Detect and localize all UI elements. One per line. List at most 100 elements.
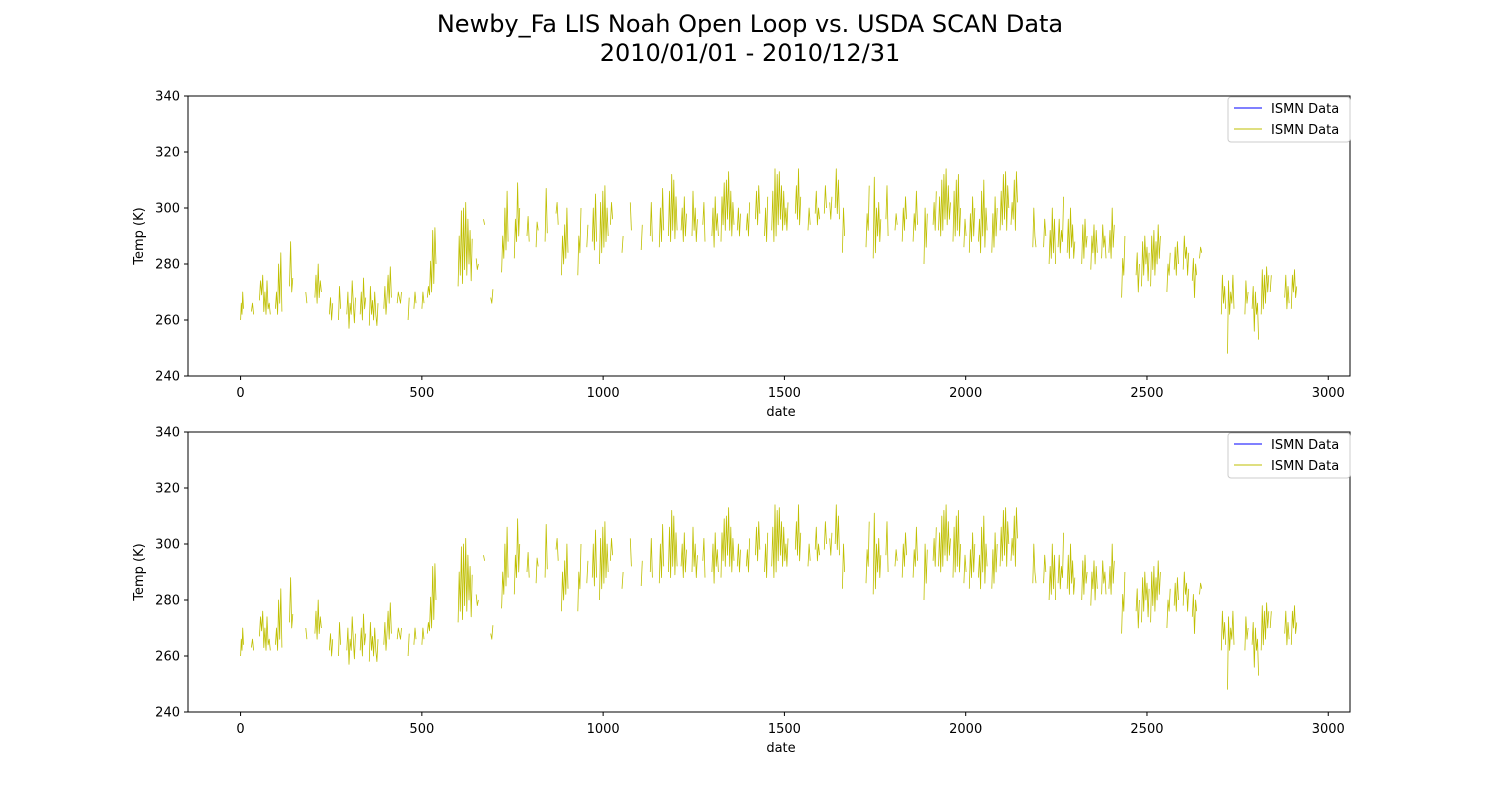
y-tick-label: 240 xyxy=(155,706,180,721)
series-2-segment xyxy=(1290,605,1298,645)
series-2-segment xyxy=(1251,622,1259,676)
series-2-segment xyxy=(1284,610,1290,646)
series-2-segment xyxy=(999,507,1010,567)
series-2-segment xyxy=(383,266,392,315)
y-tick-label: 260 xyxy=(155,650,180,665)
series-2-segment xyxy=(1220,274,1226,315)
x-axis-label: date xyxy=(766,741,795,756)
series-2-segment xyxy=(702,201,706,242)
series-2-segment xyxy=(834,504,840,556)
x-tick-label: 2500 xyxy=(1130,722,1163,737)
series-2-segment xyxy=(978,179,988,254)
series-2-segment xyxy=(658,187,665,248)
series-2-segment xyxy=(865,521,870,584)
series-2-segment xyxy=(368,285,379,327)
series-2-segment xyxy=(421,291,425,309)
x-tick-label: 2000 xyxy=(949,722,982,737)
x-tick-label: 500 xyxy=(409,722,434,737)
series-2-segment xyxy=(555,201,559,225)
series-2-segment xyxy=(649,201,653,242)
series-2-segment xyxy=(346,616,356,665)
y-tick-label: 320 xyxy=(155,146,180,161)
figure-title-line-1: Newby_Fa LIS Noah Open Loop vs. USDA SCA… xyxy=(436,10,1064,38)
series-2-segment xyxy=(764,532,769,578)
series-2-segment xyxy=(413,291,417,309)
series-2-segment xyxy=(457,538,473,623)
series-2-segment xyxy=(764,196,769,243)
series-2-segment xyxy=(680,532,687,578)
series-2-segment xyxy=(745,538,750,573)
series-2-segment xyxy=(544,187,548,242)
series-2-segment xyxy=(1057,532,1064,590)
x-tick-label: 3000 xyxy=(1312,722,1345,737)
x-tick-label: 1500 xyxy=(768,386,801,401)
x-tick-label: 2500 xyxy=(1130,386,1163,401)
series-2-segment xyxy=(1121,235,1126,298)
series-2-segment xyxy=(586,560,589,584)
series-2-segment xyxy=(329,297,334,321)
series-2-segment xyxy=(1090,560,1098,606)
series-2-segment xyxy=(329,633,334,657)
series-2-segment xyxy=(999,171,1010,231)
series-2-segment xyxy=(275,252,283,315)
series-2-segment xyxy=(736,543,741,573)
series-2-segment xyxy=(475,594,479,606)
chart-panel-1: 0 500 1000 1500 2000 2500 3000 240 260 280 300 320 3… xyxy=(132,90,1351,420)
series-2-segment xyxy=(1182,235,1190,276)
series-2-segment xyxy=(535,221,539,248)
series-2-segment xyxy=(1101,224,1107,259)
series-2-segment xyxy=(251,638,254,651)
series-2-segment xyxy=(842,207,845,253)
y-tick-label: 300 xyxy=(155,202,180,217)
series-2-segment xyxy=(720,507,735,578)
series-2-segment xyxy=(829,196,833,220)
series-2-segment xyxy=(513,182,521,259)
series-2-segment xyxy=(1284,274,1290,310)
figure-title-line-2: 2010/01/01 - 2010/12/31 xyxy=(599,39,901,67)
series-2-segment xyxy=(912,190,918,242)
axes-frame xyxy=(187,95,1351,377)
series-2-segment xyxy=(396,291,402,304)
series-2-segment xyxy=(610,201,613,225)
series-2-segment xyxy=(901,532,907,578)
legend-label: ISMN Data xyxy=(1271,123,1339,138)
series-2-segment xyxy=(872,176,882,259)
series-2-segment xyxy=(314,599,322,640)
series-2-segment xyxy=(771,168,789,243)
series-2-segment xyxy=(755,185,761,226)
series-2-segment xyxy=(610,538,613,561)
series-2-segment xyxy=(968,196,976,253)
series-2-segment xyxy=(289,241,294,293)
series-2-segment xyxy=(842,543,845,589)
series-2-segment xyxy=(885,185,889,237)
series-2-segment xyxy=(794,168,802,226)
series-2-segment xyxy=(275,588,283,651)
series-2-segment xyxy=(1260,266,1270,315)
series-2-segment xyxy=(1269,275,1272,293)
series-2-segment xyxy=(526,215,530,242)
series-2-segment xyxy=(426,227,437,298)
series-2-segment xyxy=(1043,218,1047,248)
series-2-segment xyxy=(501,526,509,609)
series-2-segment xyxy=(823,521,827,550)
series-2-segment xyxy=(599,521,609,601)
y-tick-label: 340 xyxy=(155,426,180,441)
series-2-segment xyxy=(289,577,294,629)
series-2-segment xyxy=(711,532,719,584)
series-2-segment xyxy=(555,538,559,561)
series-2-segment xyxy=(535,557,539,584)
series-2-segment xyxy=(702,538,706,578)
series-2-segment xyxy=(577,543,582,612)
series-2-segment xyxy=(968,532,976,589)
legend: ISMN Data ISMN Data xyxy=(1227,96,1351,143)
chart-panel-2: 0 500 1000 1500 2000 2500 3000 240 260 280 300 320 3… xyxy=(132,426,1351,756)
series-2-segment xyxy=(1135,588,1140,629)
series-2-segment xyxy=(865,185,870,248)
series-2-segment xyxy=(259,274,271,315)
series-2-segment xyxy=(1135,252,1140,293)
series-2-segment xyxy=(952,509,961,578)
series-2-segment xyxy=(1182,571,1190,612)
series-2-segment xyxy=(1199,582,1203,595)
x-tick-label: 3000 xyxy=(1312,386,1345,401)
